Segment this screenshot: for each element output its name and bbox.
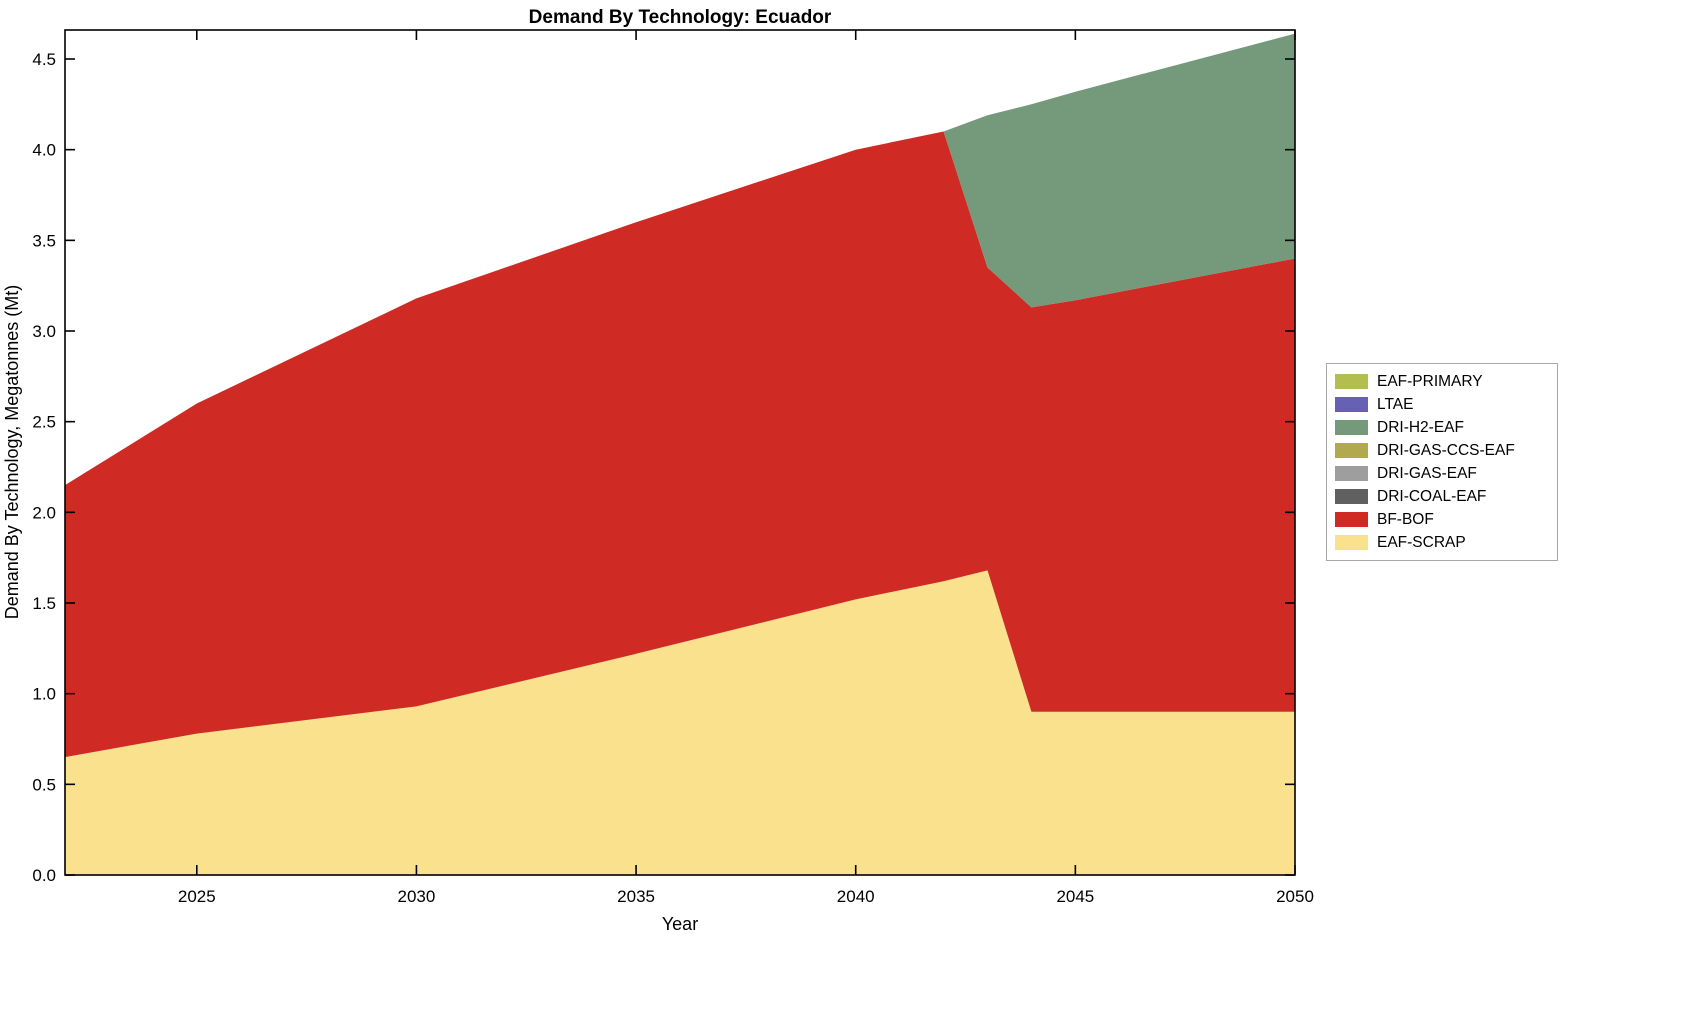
chart-title: Demand By Technology: Ecuador bbox=[529, 7, 832, 28]
legend-item-BF-BOF: BF-BOF bbox=[1335, 508, 1547, 531]
area-EAF-SCRAP bbox=[65, 570, 1295, 875]
legend-swatch bbox=[1335, 420, 1368, 435]
x-tick-label: 2035 bbox=[617, 887, 655, 906]
legend-item-DRI-COAL-EAF: DRI-COAL-EAF bbox=[1335, 485, 1547, 508]
y-tick-label: 2.5 bbox=[32, 413, 56, 432]
legend-label: DRI-GAS-CCS-EAF bbox=[1377, 441, 1515, 459]
legend-swatch bbox=[1335, 374, 1368, 389]
legend-item-EAF-PRIMARY: EAF-PRIMARY bbox=[1335, 370, 1547, 393]
legend-swatch bbox=[1335, 397, 1368, 412]
y-tick-label: 0.0 bbox=[32, 866, 56, 885]
legend-item-LTAE: LTAE bbox=[1335, 393, 1547, 416]
x-tick-label: 2045 bbox=[1056, 887, 1094, 906]
legend-swatch bbox=[1335, 512, 1368, 527]
legend-swatch bbox=[1335, 443, 1368, 458]
legend-item-DRI-GAS-EAF: DRI-GAS-EAF bbox=[1335, 462, 1547, 485]
legend-label: EAF-PRIMARY bbox=[1377, 372, 1483, 390]
y-tick-label: 2.0 bbox=[32, 503, 56, 522]
y-tick-label: 4.0 bbox=[32, 141, 56, 160]
legend-label: EAF-SCRAP bbox=[1377, 533, 1466, 551]
stacked-areas bbox=[65, 33, 1295, 875]
y-tick-label: 3.0 bbox=[32, 322, 56, 341]
area-DRI-H2-EAF bbox=[65, 33, 1295, 486]
y-tick-label: 0.5 bbox=[32, 775, 56, 794]
legend-swatch bbox=[1335, 535, 1368, 550]
x-tick-label: 2050 bbox=[1276, 887, 1314, 906]
legend-item-EAF-SCRAP: EAF-SCRAP bbox=[1335, 531, 1547, 554]
area-BF-BOF bbox=[65, 131, 1295, 758]
x-axis-label: Year bbox=[662, 914, 698, 934]
legend-swatch bbox=[1335, 489, 1368, 504]
y-tick-label: 1.0 bbox=[32, 685, 56, 704]
legend-item-DRI-H2-EAF: DRI-H2-EAF bbox=[1335, 416, 1547, 439]
y-tick-label: 3.5 bbox=[32, 231, 56, 250]
legend-label: DRI-GAS-EAF bbox=[1377, 464, 1477, 482]
legend-label: LTAE bbox=[1377, 395, 1414, 413]
legend-swatch bbox=[1335, 466, 1368, 481]
legend-label: BF-BOF bbox=[1377, 510, 1434, 528]
y-axis-label: Demand By Technology, Megatonnes (Mt) bbox=[2, 285, 22, 620]
x-tick-label: 2040 bbox=[837, 887, 875, 906]
y-tick-label: 4.5 bbox=[32, 50, 56, 69]
tick-labels: 2025 2030 2035 2040 2045 2050 0.0 0.5 1.0 1.5 2.0 2… bbox=[32, 50, 1314, 906]
x-tick-label: 2025 bbox=[178, 887, 216, 906]
axes bbox=[64, 29, 1296, 876]
legend-label: DRI-H2-EAF bbox=[1377, 418, 1464, 436]
x-tick-label: 2030 bbox=[398, 887, 436, 906]
legend-item-DRI-GAS-CCS-EAF: DRI-GAS-CCS-EAF bbox=[1335, 439, 1547, 462]
legend: EAF-PRIMARY LTAE DRI-H2-EAF DRI-GAS-CCS-EAF… bbox=[1326, 363, 1558, 561]
legend-label: DRI-COAL-EAF bbox=[1377, 487, 1487, 505]
y-tick-label: 1.5 bbox=[32, 594, 56, 613]
